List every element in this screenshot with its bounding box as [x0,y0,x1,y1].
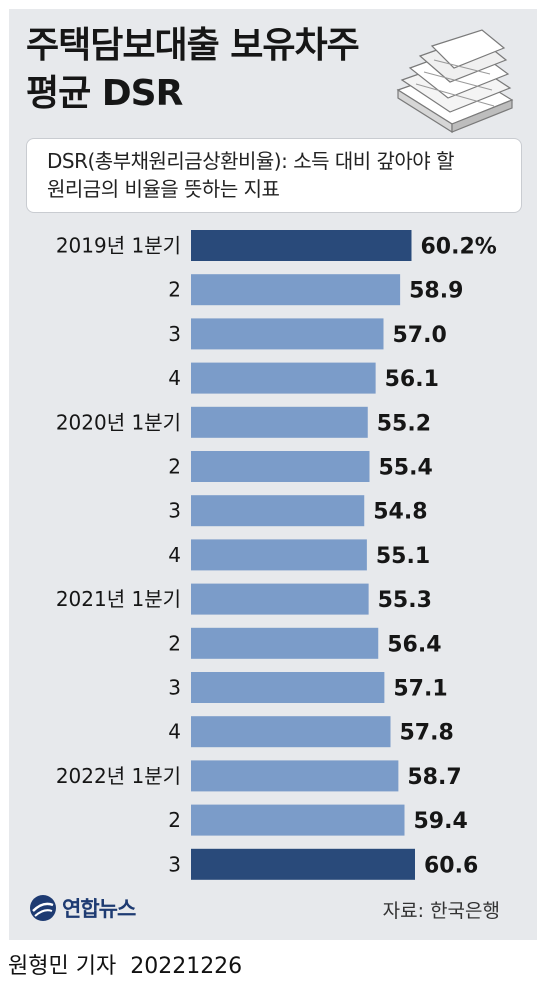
bar [191,627,379,659]
value-label: 56.4 [387,632,441,657]
value-label: 54.8 [373,500,427,525]
bar [191,362,376,394]
bar [191,716,391,748]
bar [191,318,384,350]
category-label: 4 [168,366,181,390]
category-label: 4 [168,543,181,567]
yonhap-logo: 연합뉴스 [28,892,136,924]
bar [191,274,401,306]
category-label: 3 [168,499,181,523]
value-label: 57.8 [400,721,454,746]
value-label: 55.2 [377,411,431,436]
value-label: 55.1 [376,544,430,569]
bar [191,672,385,703]
bar [191,760,399,792]
category-label: 2019년 1분기 [56,234,181,258]
bar [191,583,369,615]
category-label: 2022년 1분기 [56,764,181,788]
byline: 원형민 기자 20221226 [8,948,242,980]
value-label: 58.7 [407,765,461,790]
bar [191,539,367,571]
value-label: 57.1 [393,677,447,702]
definition-note: DSR(총부채원리금상환비율): 소득 대비 갚아야 할 원리금의 비율을 뜻하… [26,138,522,213]
money-stack-icon [396,29,514,133]
category-label: 2020년 1분기 [56,410,181,434]
value-label: 60.6 [424,853,478,878]
bar [191,406,368,438]
source-text: 자료: 한국은행 [382,900,500,922]
value-label: 56.1 [385,367,439,392]
chart-title: 주택담보대출 보유차주 평균 DSR [26,22,360,118]
category-label: 3 [168,676,181,700]
bar [191,230,412,261]
value-label: 59.4 [414,809,468,834]
publish-date: 20221226 [130,954,243,979]
bar [191,495,365,527]
definition-note-line2: 원리금의 비율을 뜻하는 지표 [47,177,280,201]
chart-title-line1: 주택담보대출 보유차주 [26,25,360,66]
value-label: 60.2% [421,235,497,260]
category-label: 2 [168,278,181,302]
value-label: 55.3 [378,588,432,613]
bar [191,804,405,836]
bar [191,451,370,482]
value-label: 58.9 [409,279,463,304]
reporter-name: 원형민 기자 [8,954,117,979]
category-label: 3 [168,852,181,876]
category-label: 2 [168,455,181,479]
category-label: 2021년 1분기 [56,587,181,611]
yonhap-globe-icon [30,895,56,921]
category-label: 3 [168,322,181,346]
bar [191,848,415,880]
logo-text: 연합뉴스 [62,897,136,921]
category-label: 2 [168,631,181,655]
chart-title-line2: 평균 DSR [26,73,183,114]
value-label: 55.4 [379,456,433,481]
definition-note-line1: DSR(총부채원리금상환비율): 소득 대비 갚아야 할 [47,149,454,173]
bar-chart: 2019년 1분기 60.2% 2 58.9 3 57.0 4 56.1 2020년 1분기 55… [56,230,497,880]
category-label: 4 [168,720,181,744]
value-label: 57.0 [393,323,447,348]
category-label: 2 [168,808,181,832]
